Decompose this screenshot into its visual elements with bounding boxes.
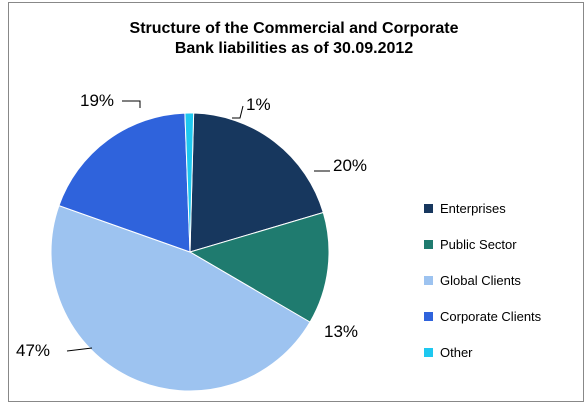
legend: Enterprises Public Sector Global Clients Co… xyxy=(424,201,542,360)
legend-swatch-other xyxy=(424,348,433,357)
data-label-public-sector: 13% xyxy=(324,322,358,341)
legend-swatch-corporate-clients xyxy=(424,312,433,321)
legend-label-other: Other xyxy=(440,345,473,360)
pie-slice-other xyxy=(184,112,195,253)
leader-line-corporate-clients xyxy=(122,100,141,108)
chart-title-line-1: Structure of the Commercial and Corporat… xyxy=(129,20,459,37)
legend-label-corporate-clients: Corporate Clients xyxy=(440,309,542,324)
pie-slice-global-clients xyxy=(50,204,311,392)
pie-slice-public-sector xyxy=(188,211,330,323)
pie-slices xyxy=(50,112,330,392)
data-label-global-clients: 47% xyxy=(16,341,50,360)
leader-line-other xyxy=(232,105,244,119)
legend-swatch-enterprises xyxy=(424,204,433,213)
data-label-other: 1% xyxy=(246,95,271,114)
data-labels: 20% 13% 47% 19% 1% xyxy=(16,91,367,360)
leader-line-global-clients xyxy=(66,347,93,352)
chart-title-line-2: Bank liabilities as of 30.09.2012 xyxy=(174,40,414,57)
legend-label-enterprises: Enterprises xyxy=(440,201,506,216)
legend-swatch-public-sector xyxy=(424,240,433,249)
pie-slice-corporate-clients xyxy=(58,112,191,253)
leader-lines xyxy=(66,100,330,352)
legend-label-global-clients: Global Clients xyxy=(440,273,521,288)
pie-slice-enterprises xyxy=(189,112,324,253)
data-label-corporate-clients: 19% xyxy=(80,91,114,110)
legend-label-public-sector: Public Sector xyxy=(440,237,517,252)
data-label-enterprises: 20% xyxy=(333,156,367,175)
chart-title: Structure of the Commercial and Corporat… xyxy=(0,19,588,59)
legend-swatch-global-clients xyxy=(424,276,433,285)
